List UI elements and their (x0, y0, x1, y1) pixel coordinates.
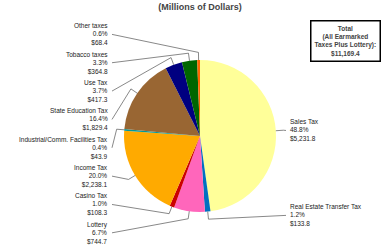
svg-text:Casino Tax1.0%$108.3: Casino Tax1.0%$108.3 (75, 192, 108, 216)
svg-text:State Education Tax16.4%$1,829: State Education Tax16.4%$1,829.4 (50, 107, 108, 131)
svg-text:Income Tax20.0%$2,238.1: Income Tax20.0%$2,238.1 (74, 164, 108, 188)
svg-text:Sales Tax48.8%$5,231.8: Sales Tax48.8%$5,231.8 (290, 118, 319, 142)
svg-text:Industrial/Comm. Facilities Ta: Industrial/Comm. Facilities Tax0.4%$43.9 (19, 136, 108, 160)
svg-text:Lottery6.7%$744.7: Lottery6.7%$744.7 (87, 221, 108, 245)
svg-text:Total(All EarmarkedTaxes Plus: Total(All EarmarkedTaxes Plus Lottery):$… (315, 25, 377, 58)
svg-text:Tobacco taxes3.3%$364.8: Tobacco taxes3.3%$364.8 (66, 51, 108, 75)
svg-text:Other taxes0.6%$68.4: Other taxes0.6%$68.4 (74, 22, 108, 46)
svg-text:Real Estate Transfer Tax1.2%$1: Real Estate Transfer Tax1.2%$133.8 (290, 203, 362, 227)
svg-text:(Millions of Dollars): (Millions of Dollars) (158, 2, 242, 12)
svg-text:Use Tax3.7%$417.3: Use Tax3.7%$417.3 (84, 79, 108, 103)
